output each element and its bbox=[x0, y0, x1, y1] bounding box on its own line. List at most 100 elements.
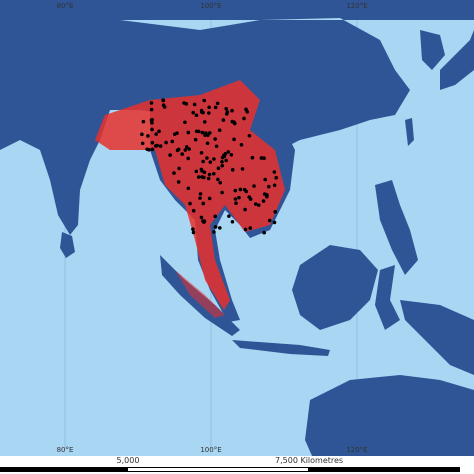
occurrence-dot bbox=[168, 153, 172, 157]
japan bbox=[440, 30, 474, 90]
scale-label: 7,500 Kilometres bbox=[275, 456, 343, 465]
borneo bbox=[292, 245, 378, 330]
occurrences bbox=[140, 98, 278, 235]
occurrence-dot bbox=[184, 145, 189, 149]
occurrence-dot bbox=[212, 157, 216, 161]
occurrence-dot bbox=[200, 175, 204, 179]
occurrence-dot bbox=[229, 152, 234, 157]
occurrence-dot bbox=[213, 225, 218, 229]
occurrence-dot bbox=[213, 214, 217, 219]
occurrence-dot bbox=[273, 210, 278, 214]
occurrence-dot bbox=[233, 188, 238, 193]
occurrence-dot bbox=[224, 158, 228, 163]
occurrence-dot bbox=[170, 139, 175, 144]
occurrence-dot bbox=[202, 120, 207, 124]
occurrence-dot bbox=[177, 166, 181, 171]
occurrence-dot bbox=[238, 187, 243, 192]
occurrence-dot bbox=[208, 160, 213, 164]
occurrence-dot bbox=[153, 144, 158, 148]
occurrence-dot bbox=[188, 201, 192, 206]
taiwan bbox=[405, 118, 414, 146]
occurrence-dot bbox=[141, 119, 146, 124]
occurrence-dot bbox=[267, 218, 272, 223]
occurrence-dot bbox=[212, 230, 216, 234]
occurrence-dot bbox=[157, 129, 161, 134]
korea bbox=[420, 30, 445, 70]
longitude-label: 120°E bbox=[346, 446, 367, 454]
occurrence-dot bbox=[161, 98, 166, 103]
occurrence-dot bbox=[259, 156, 264, 160]
occurrence-dot bbox=[247, 133, 252, 138]
occurrence-dot bbox=[194, 169, 199, 174]
occurrence-dot bbox=[242, 187, 247, 192]
occurrence-dot bbox=[192, 102, 197, 107]
philippines bbox=[375, 180, 418, 275]
occurrence-dot bbox=[224, 107, 228, 111]
species-range bbox=[95, 80, 285, 318]
occurrence-dot bbox=[223, 151, 228, 156]
range-area bbox=[175, 270, 225, 318]
occurrence-dot bbox=[150, 147, 155, 152]
occurrence-dot bbox=[213, 105, 218, 110]
occurrence-dot bbox=[193, 137, 198, 142]
occurrence-dot bbox=[214, 144, 219, 149]
new-guinea bbox=[400, 300, 474, 375]
occurrence-dot bbox=[226, 150, 231, 154]
occurrence-dot bbox=[263, 177, 267, 182]
occurrence-dot bbox=[180, 152, 185, 156]
occurrence-dot bbox=[145, 147, 149, 152]
occurrence-dot bbox=[230, 168, 235, 172]
occurrence-dot bbox=[218, 226, 222, 230]
occurrence-dot bbox=[186, 156, 190, 161]
occurrence-dot bbox=[201, 159, 205, 164]
occurrence-dot bbox=[186, 186, 191, 191]
longitude-label: 120°E bbox=[346, 2, 367, 10]
occurrence-dot bbox=[150, 121, 154, 125]
occurrence-dot bbox=[230, 119, 235, 124]
occurrence-dot bbox=[261, 199, 266, 203]
occurrence-dot bbox=[262, 192, 267, 196]
range-area bbox=[95, 80, 285, 310]
occurrence-dot bbox=[232, 137, 236, 142]
occurrence-dot bbox=[172, 132, 177, 136]
occurrence-dot bbox=[199, 110, 204, 114]
occurrence-dot bbox=[253, 202, 258, 206]
occurrence-dot bbox=[140, 132, 144, 137]
occurrence-dot bbox=[221, 118, 226, 122]
occurrence-dot bbox=[191, 208, 196, 213]
occurrence-dot bbox=[202, 98, 206, 103]
occurrence-dot bbox=[196, 175, 201, 179]
occurrence-dot bbox=[220, 190, 224, 195]
occurrence-dot bbox=[272, 183, 277, 188]
occurrence-dot bbox=[202, 170, 207, 175]
occurrence-dot bbox=[149, 107, 154, 112]
occurrence-dot bbox=[191, 227, 195, 231]
occurrence-dot bbox=[256, 203, 261, 207]
occurrence-dot bbox=[191, 230, 196, 235]
occurrence-dot bbox=[230, 219, 235, 224]
occurrence-dot bbox=[200, 130, 205, 135]
occurrence-dot bbox=[213, 137, 217, 141]
occurrence-dot bbox=[212, 172, 216, 176]
java bbox=[232, 340, 330, 356]
occurrence-dot bbox=[146, 134, 150, 138]
occurrence-dot bbox=[207, 196, 212, 201]
occurrence-dot bbox=[199, 167, 204, 172]
sulawesi bbox=[375, 265, 400, 330]
occurrence-dot bbox=[224, 112, 229, 116]
occurrence-dot bbox=[149, 101, 154, 105]
occurrence-dot bbox=[150, 140, 155, 145]
occurrence-dot bbox=[252, 184, 256, 188]
occurrence-dot bbox=[262, 156, 266, 160]
occurrence-dot bbox=[243, 207, 247, 212]
occurrence-dot bbox=[262, 230, 266, 235]
occurrence-dot bbox=[172, 171, 176, 175]
occurrence-dot bbox=[237, 195, 241, 200]
occurrence-dot bbox=[186, 130, 191, 135]
occurrence-dot bbox=[205, 141, 210, 146]
occurrence-dot bbox=[184, 102, 189, 106]
occurrence-dot bbox=[203, 133, 207, 137]
occurrence-dot bbox=[207, 172, 212, 177]
occurrence-dot bbox=[240, 167, 245, 171]
